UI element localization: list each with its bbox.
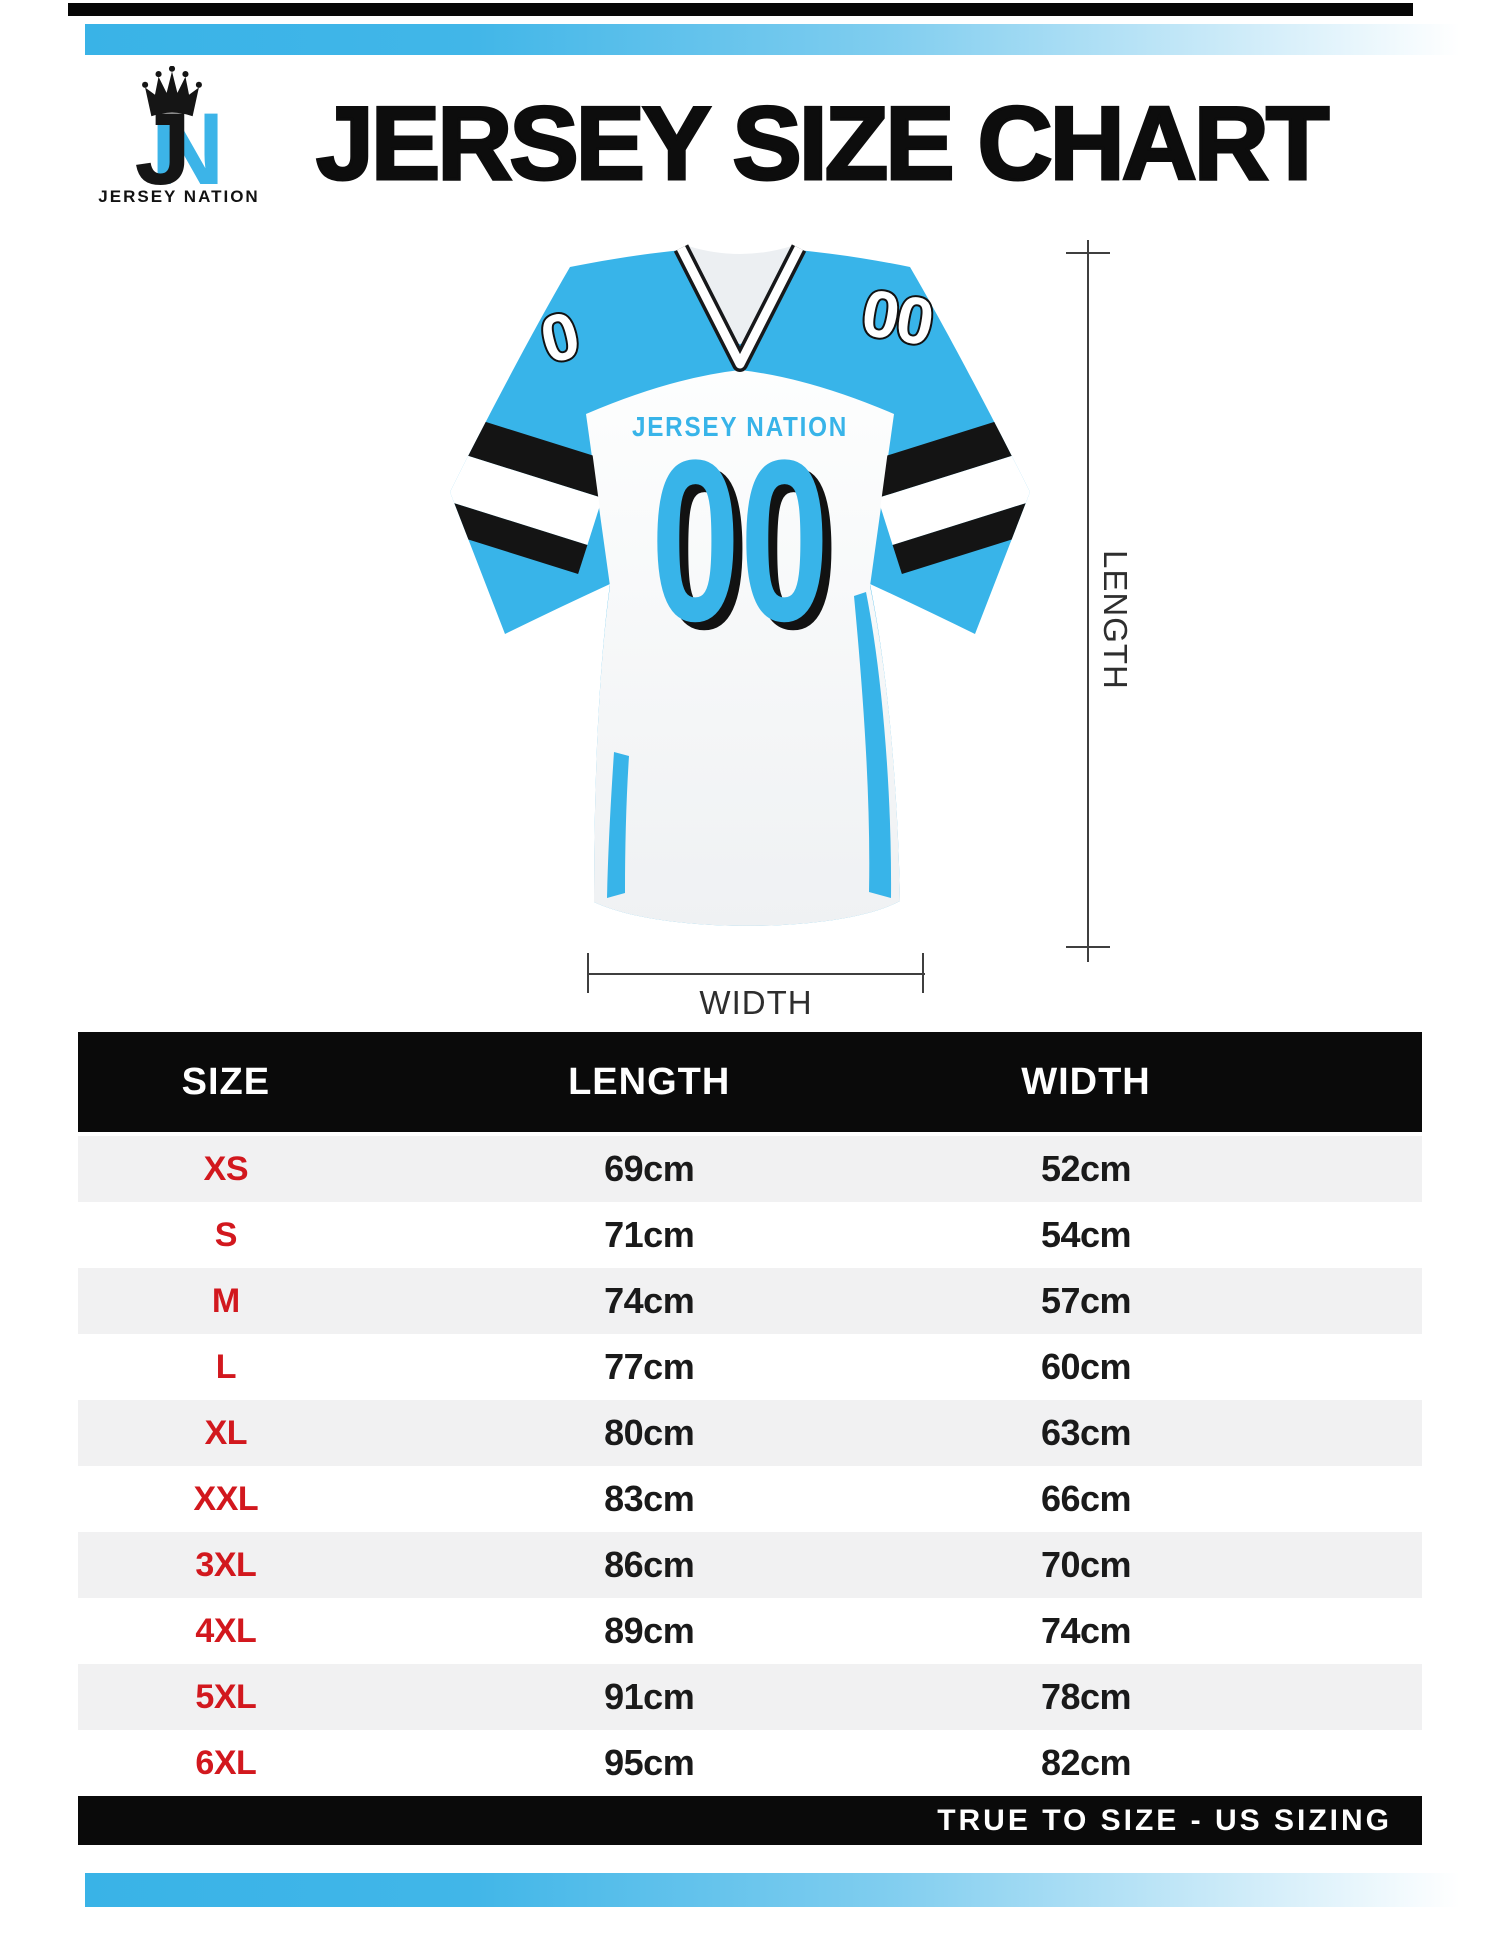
top-black-bar [68, 3, 1413, 16]
cell-size: S [214, 1215, 238, 1254]
cell-length: 69cm [604, 1148, 695, 1189]
collar-inner [688, 246, 792, 344]
right-shoulder-number: 00 [856, 275, 937, 360]
table-row-l: L 77cm 60cm [78, 1334, 1422, 1400]
logo-monogram: NJ [95, 98, 263, 200]
logo-letter-n: N [150, 92, 225, 206]
cell-width: 66cm [1040, 1478, 1132, 1519]
jersey-side-panel-right [854, 592, 892, 898]
cell-length: 95cm [604, 1742, 695, 1783]
jersey-illustration: 0 00 JERSEY NATION 00 00 [450, 244, 1030, 926]
collar-trim-white [676, 245, 804, 369]
bottom-blue-gradient-bar [85, 1873, 1460, 1907]
length-guide-cap-bottom [1066, 946, 1110, 948]
table-row-xl: XL 80cm 63cm [78, 1400, 1422, 1466]
table-row-6xl: 6XL 95cm 82cm [78, 1730, 1422, 1796]
size-table: SIZE LENGTH WIDTH XS 69cm 52cm S 71cm 54cm M 74… [78, 1032, 1422, 1845]
cell-length: 91cm [604, 1676, 695, 1717]
cell-size: M [211, 1281, 240, 1320]
width-guide-tick-right [922, 953, 924, 993]
cell-width: 52cm [1040, 1148, 1132, 1189]
width-guide-line [588, 973, 925, 975]
table-row-3xl: 3XL 86cm 70cm [78, 1532, 1422, 1598]
table-row-s: S 71cm 54cm [78, 1202, 1422, 1268]
logo-caption: JERSEY NATION [98, 187, 260, 206]
cell-size: L [215, 1347, 237, 1386]
cell-length: 74cm [604, 1280, 695, 1321]
size-table-header: SIZE LENGTH WIDTH [78, 1032, 1422, 1132]
cell-length: 77cm [604, 1346, 695, 1387]
cell-size: 6XL [195, 1743, 257, 1782]
page-title: JERSEY SIZE CHART [314, 86, 1330, 202]
logo-letter-j: J [134, 92, 191, 206]
header-width: WIDTH [1021, 1060, 1151, 1103]
chest-number: 00 [651, 412, 829, 669]
table-row-xs: XS 69cm 52cm [78, 1136, 1422, 1202]
cell-size: XXL [193, 1479, 259, 1518]
cell-width: 78cm [1040, 1676, 1132, 1717]
top-blue-gradient-bar [85, 24, 1460, 55]
table-row-4xl: 4XL 89cm 74cm [78, 1598, 1422, 1664]
header-size: SIZE [181, 1060, 271, 1103]
cell-width: 70cm [1040, 1544, 1132, 1585]
width-guide-label: WIDTH [699, 984, 813, 1021]
table-row-xxl: XXL 83cm 66cm [78, 1466, 1422, 1532]
chest-number-shadow: 00 [660, 420, 838, 677]
chest-wordmark: JERSEY NATION [632, 411, 848, 442]
jersey-torso [586, 370, 900, 926]
cell-length: 80cm [604, 1412, 695, 1453]
header-length: LENGTH [568, 1060, 731, 1103]
size-table-footer: TRUE TO SIZE - US SIZING [78, 1796, 1422, 1845]
jersey-side-panel-left [607, 752, 629, 898]
cell-size: 4XL [195, 1611, 257, 1650]
width-guide-tick-left [587, 953, 589, 993]
cell-size: XS [203, 1149, 249, 1188]
table-row-m: M 74cm 57cm [78, 1268, 1422, 1334]
length-guide-cap-top [1066, 252, 1110, 254]
cell-width: 74cm [1040, 1610, 1132, 1651]
cell-length: 83cm [604, 1478, 695, 1519]
cell-width: 57cm [1040, 1280, 1132, 1321]
cell-length: 86cm [604, 1544, 695, 1585]
cell-length: 71cm [604, 1214, 695, 1255]
size-table-rows: XS 69cm 52cm S 71cm 54cm M 74cm 57cm L 77cm 60cm XL 8… [78, 1136, 1422, 1796]
length-guide-label: LENGTH [1097, 550, 1134, 690]
cell-size: 3XL [195, 1545, 257, 1584]
sizing-note: TRUE TO SIZE - US SIZING [937, 1804, 1392, 1837]
cell-size: 5XL [195, 1677, 257, 1716]
cell-size: XL [204, 1413, 248, 1452]
cell-width: 63cm [1040, 1412, 1132, 1453]
length-guide-line [1087, 240, 1089, 962]
crown-icon [142, 66, 202, 117]
table-row-5xl: 5XL 91cm 78cm [78, 1664, 1422, 1730]
cell-width: 82cm [1040, 1742, 1132, 1783]
cell-width: 60cm [1040, 1346, 1132, 1387]
cell-length: 89cm [604, 1610, 695, 1651]
cell-width: 54cm [1040, 1214, 1132, 1255]
brand-logo: NJ JERSEY NATION [95, 66, 263, 206]
